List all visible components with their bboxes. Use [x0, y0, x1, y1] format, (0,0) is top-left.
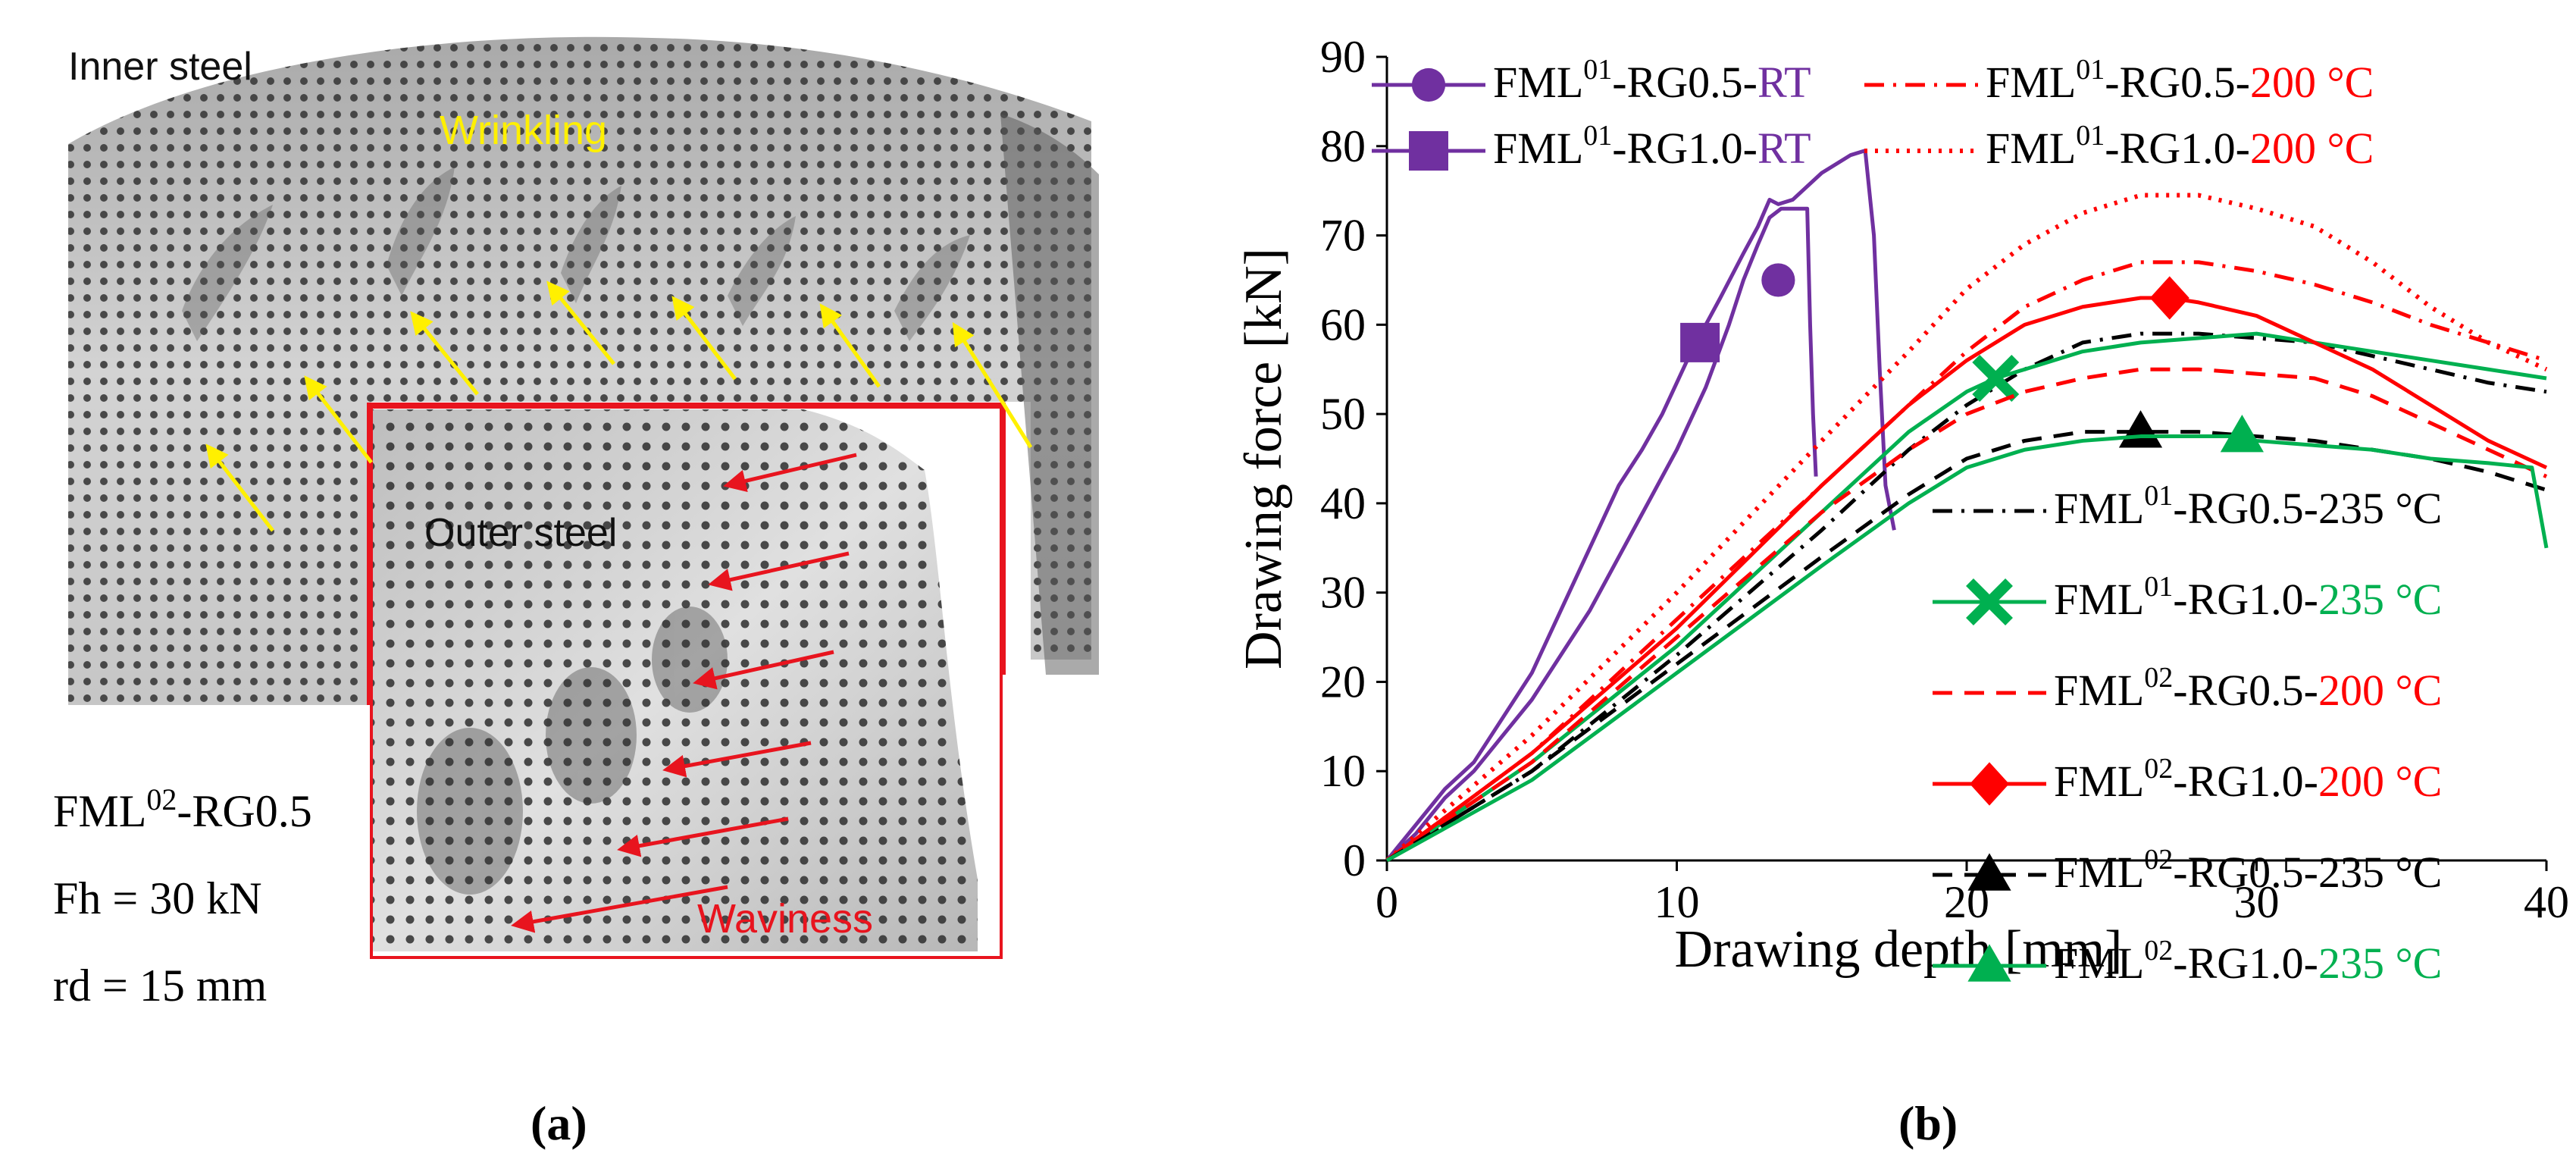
series-marker-9: [2220, 414, 2264, 453]
y-tick-label: 10: [1320, 746, 1366, 796]
series-line-2: [1385, 260, 2547, 863]
legend-upper-3-label: FML01-RG1.0-200 °C: [1986, 120, 2374, 173]
legend-upper-2-swatch-marker: [1409, 131, 1448, 171]
caption-b: (b): [1898, 1096, 1958, 1150]
series-line-1: [1385, 149, 1896, 862]
series-line-3: [1385, 193, 2548, 863]
series-line-9: [1385, 434, 2549, 863]
waviness-arrows: [511, 453, 857, 933]
series-line-0: [1385, 206, 1818, 862]
label-waviness: Waviness: [697, 896, 873, 942]
series-marker-8: [2118, 410, 2163, 448]
label-wrinkling: Wrinkling: [440, 108, 607, 153]
photo-panel: Inner steel Wrinkling Outer steel Wavine…: [45, 23, 1106, 1069]
spec-material: FML02-RG0.5: [53, 782, 312, 836]
x-tick-label: 30: [2234, 877, 2280, 927]
legend-upper-1-label: FML01-RG0.5-200 °C: [1986, 54, 2374, 107]
series-marker-7: [2149, 276, 2189, 320]
label-inner-steel: Inner steel: [68, 45, 252, 89]
legend-lower-1-label: FML01-RG1.0-235 °C: [2054, 571, 2442, 624]
series-marker-1: [1680, 322, 1720, 362]
y-tick-label: 30: [1320, 568, 1366, 618]
legend-upper-0-label: FML01-RG0.5-RT: [1493, 54, 1811, 107]
legend-lower-2-label: FML02-RG0.5-200 °C: [2054, 662, 2442, 715]
series-marker-5: [1972, 355, 2020, 402]
spec-holder-force: Fh = 30 kN: [53, 873, 262, 923]
label-outer-steel: Outer steel: [424, 511, 617, 555]
y-tick-label: 40: [1320, 478, 1366, 528]
series-line-4: [1385, 331, 2547, 863]
y-tick-label: 60: [1320, 299, 1366, 349]
legend-upper-0-swatch-marker: [1411, 67, 1446, 102]
legend-lower-5-swatch-marker: [1967, 944, 2011, 982]
legend-lower-1-swatch-marker: [1966, 578, 2013, 625]
x-tick-label: 40: [2524, 877, 2569, 927]
outer-steel-inset: [367, 403, 1006, 962]
series-line-6: [1385, 367, 2548, 863]
legend-lower-3-swatch-marker: [1970, 762, 2009, 806]
y-tick-label: 50: [1320, 389, 1366, 439]
x-tick-label: 0: [1376, 877, 1398, 927]
y-tick-label: 90: [1320, 32, 1366, 82]
legend-lower-0-label: FML01-RG0.5-235 °C: [2054, 480, 2442, 533]
y-tick-label: 0: [1343, 835, 1366, 885]
y-axis-title: Drawing force [kN]: [1235, 248, 1293, 669]
x-tick-label: 10: [1654, 877, 1700, 927]
series-line-7: [1385, 296, 2548, 863]
legend-lower-4-swatch-marker: [1967, 853, 2011, 891]
series-marker-0: [1761, 263, 1795, 297]
legend-lower-4-label: FML02-RG0.5-235 °C: [2054, 844, 2442, 897]
y-tick-label: 20: [1320, 657, 1366, 707]
legend-lower-5-label: FML02-RG1.0-235 °C: [2054, 935, 2442, 988]
x-axis-title: Drawing depth [mm]: [1675, 920, 2123, 979]
y-tick-label: 70: [1320, 211, 1366, 261]
caption-a: (a): [531, 1096, 587, 1150]
legend-upper-2-label: FML01-RG1.0-RT: [1493, 120, 1811, 173]
legend-lower-3-label: FML02-RG1.0-200 °C: [2054, 753, 2442, 806]
spec-die-radius: rd = 15 mm: [53, 961, 267, 1011]
series-line-5: [1385, 331, 2547, 863]
y-tick-label: 80: [1320, 121, 1366, 171]
wrinkling-arrows: [205, 280, 1033, 532]
